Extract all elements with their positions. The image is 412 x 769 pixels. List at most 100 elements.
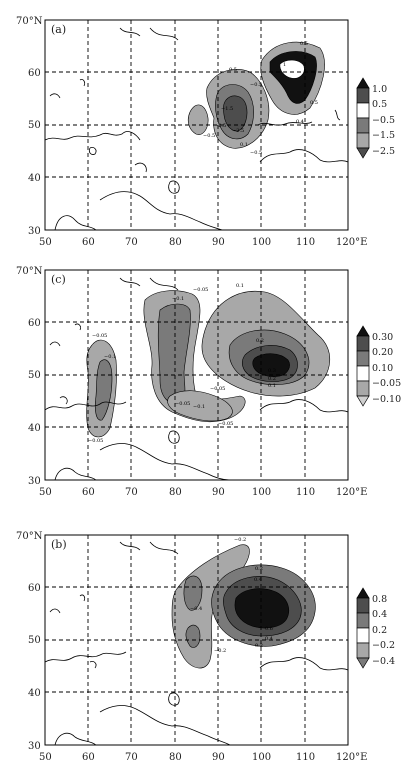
svg-text:0.8: 0.8 [372, 594, 387, 605]
svg-text:50: 50 [39, 487, 52, 498]
panel-a: (a) 0.5 1 0.5 −0.5 −1.5 −2.5 −2.5 −0.5 0… [16, 16, 395, 248]
svg-text:30: 30 [28, 226, 41, 237]
svg-text:−0.05: −0.05 [193, 287, 208, 293]
contour-fill-c-right-core [252, 353, 290, 377]
svg-text:0.4: 0.4 [296, 119, 304, 125]
svg-text:−0.5: −0.5 [203, 133, 215, 139]
grid-a [45, 20, 348, 230]
svg-text:50: 50 [28, 120, 41, 131]
svg-text:−0.05: −0.05 [175, 401, 190, 407]
contour-labels-b: −0.2 0.2 0.4 −0.4 0.6 0.4 0.2 −0.2 [190, 537, 273, 654]
contour-fill-a-inner [223, 95, 248, 132]
svg-text:50: 50 [39, 237, 52, 248]
svg-text:0.2: 0.2 [372, 625, 387, 636]
map-frame-c [44, 269, 349, 481]
contour-fill-c-lower [167, 390, 233, 422]
colorbar-labels-c: 0.30 0.20 0.10 −0.05 −0.10 [372, 332, 401, 405]
svg-text:40: 40 [28, 173, 41, 184]
svg-text:−2.5: −2.5 [232, 128, 244, 134]
svg-text:−1.5: −1.5 [372, 130, 395, 141]
svg-text:−0.1: −0.1 [104, 354, 116, 360]
lon-ticks-c: 50 60 70 80 90 100 110 120°E [39, 487, 367, 498]
svg-text:−0.5: −0.5 [250, 150, 262, 156]
contour-fill-b-left-low [185, 624, 201, 648]
svg-text:60: 60 [28, 583, 41, 594]
svg-text:0.1: 0.1 [240, 142, 248, 148]
svg-text:30: 30 [28, 741, 41, 752]
svg-text:100: 100 [252, 487, 271, 498]
svg-text:70: 70 [125, 237, 138, 248]
panel-c: (c) −0.05 −0.1 −0.05 −0.1 0.1 −0.05 0.2 … [16, 266, 401, 498]
svg-text:120°E: 120°E [336, 237, 367, 248]
svg-text:110: 110 [296, 487, 315, 498]
svg-text:−0.4: −0.4 [190, 606, 202, 612]
svg-text:−2.5: −2.5 [214, 123, 226, 129]
svg-text:0.10: 0.10 [372, 363, 393, 374]
coastline-c [45, 277, 348, 480]
svg-text:70: 70 [125, 752, 138, 763]
svg-text:60: 60 [82, 237, 95, 248]
svg-text:70: 70 [125, 487, 138, 498]
svg-text:−0.05: −0.05 [372, 378, 401, 389]
colorbar-a [356, 77, 370, 159]
svg-text:0.1: 0.1 [236, 283, 244, 289]
svg-text:0.5: 0.5 [372, 99, 387, 110]
coastline-b [45, 541, 348, 745]
svg-text:50: 50 [39, 752, 52, 763]
lon-ticks-b: 50 60 70 80 90 100 110 120°E [39, 752, 367, 763]
svg-text:−0.2: −0.2 [372, 640, 395, 651]
panel-b: (b) −0.2 0.2 0.4 −0.4 0.6 0.4 0.2 −0.2 7… [16, 531, 395, 763]
svg-text:60: 60 [82, 752, 95, 763]
svg-text:−2.5: −2.5 [372, 146, 395, 157]
colorbar-c [356, 325, 370, 407]
lat-ticks-c: 70°N 60 50 40 30 [16, 266, 43, 487]
svg-text:40: 40 [28, 688, 41, 699]
svg-text:1.0: 1.0 [372, 84, 387, 95]
svg-text:110: 110 [296, 752, 315, 763]
map-frame-a [44, 19, 349, 231]
svg-text:0.5: 0.5 [310, 100, 318, 106]
svg-text:90: 90 [212, 752, 225, 763]
svg-text:80: 80 [169, 237, 182, 248]
svg-text:0.30: 0.30 [372, 332, 393, 343]
lat-ticks-a: 70°N 60 50 40 30 [16, 16, 43, 237]
svg-text:60: 60 [28, 68, 41, 79]
svg-text:50: 50 [28, 635, 41, 646]
svg-text:−1.5: −1.5 [221, 106, 233, 112]
svg-text:−0.10: −0.10 [372, 394, 401, 405]
panel-label-b: (b) [51, 538, 67, 551]
svg-text:70°N: 70°N [16, 531, 43, 542]
contour-fill-a-left [187, 104, 209, 135]
svg-text:−0.4: −0.4 [372, 656, 395, 667]
lon-ticks-a: 50 60 70 80 90 100 110 120°E [39, 237, 367, 248]
svg-text:−0.1: −0.1 [172, 296, 184, 302]
coastline-a [45, 27, 348, 230]
svg-text:0.4: 0.4 [265, 636, 273, 642]
svg-text:90: 90 [212, 487, 225, 498]
svg-text:70°N: 70°N [16, 266, 43, 277]
contour-fill-c-left-inner [94, 359, 113, 421]
lat-ticks-b: 70°N 60 50 40 30 [16, 531, 43, 752]
svg-text:−0.2: −0.2 [214, 648, 226, 654]
svg-text:0.4: 0.4 [254, 577, 262, 583]
svg-text:0.2: 0.2 [255, 643, 263, 649]
contour-fill-b-right-core [234, 588, 289, 629]
svg-text:0.5: 0.5 [300, 41, 308, 47]
svg-text:100: 100 [252, 237, 271, 248]
svg-text:70°N: 70°N [16, 16, 43, 27]
contour-fill-b-left-mid [183, 575, 203, 611]
svg-text:0.2: 0.2 [256, 338, 264, 344]
svg-text:0.1: 0.1 [268, 383, 276, 389]
svg-text:1: 1 [283, 62, 286, 68]
svg-text:0.3: 0.3 [268, 368, 276, 374]
svg-text:0.2: 0.2 [268, 376, 276, 382]
svg-text:40: 40 [28, 423, 41, 434]
contour-labels-a: 0.5 1 0.5 −0.5 −1.5 −2.5 −2.5 −0.5 0.4 −… [203, 41, 318, 156]
svg-text:60: 60 [28, 318, 41, 329]
svg-text:120°E: 120°E [336, 752, 367, 763]
svg-text:0.20: 0.20 [372, 347, 393, 358]
grid-b [45, 535, 348, 745]
contour-labels-c: −0.05 −0.1 −0.05 −0.1 0.1 −0.05 0.2 0.3 … [88, 283, 276, 444]
svg-text:120°E: 120°E [336, 487, 367, 498]
